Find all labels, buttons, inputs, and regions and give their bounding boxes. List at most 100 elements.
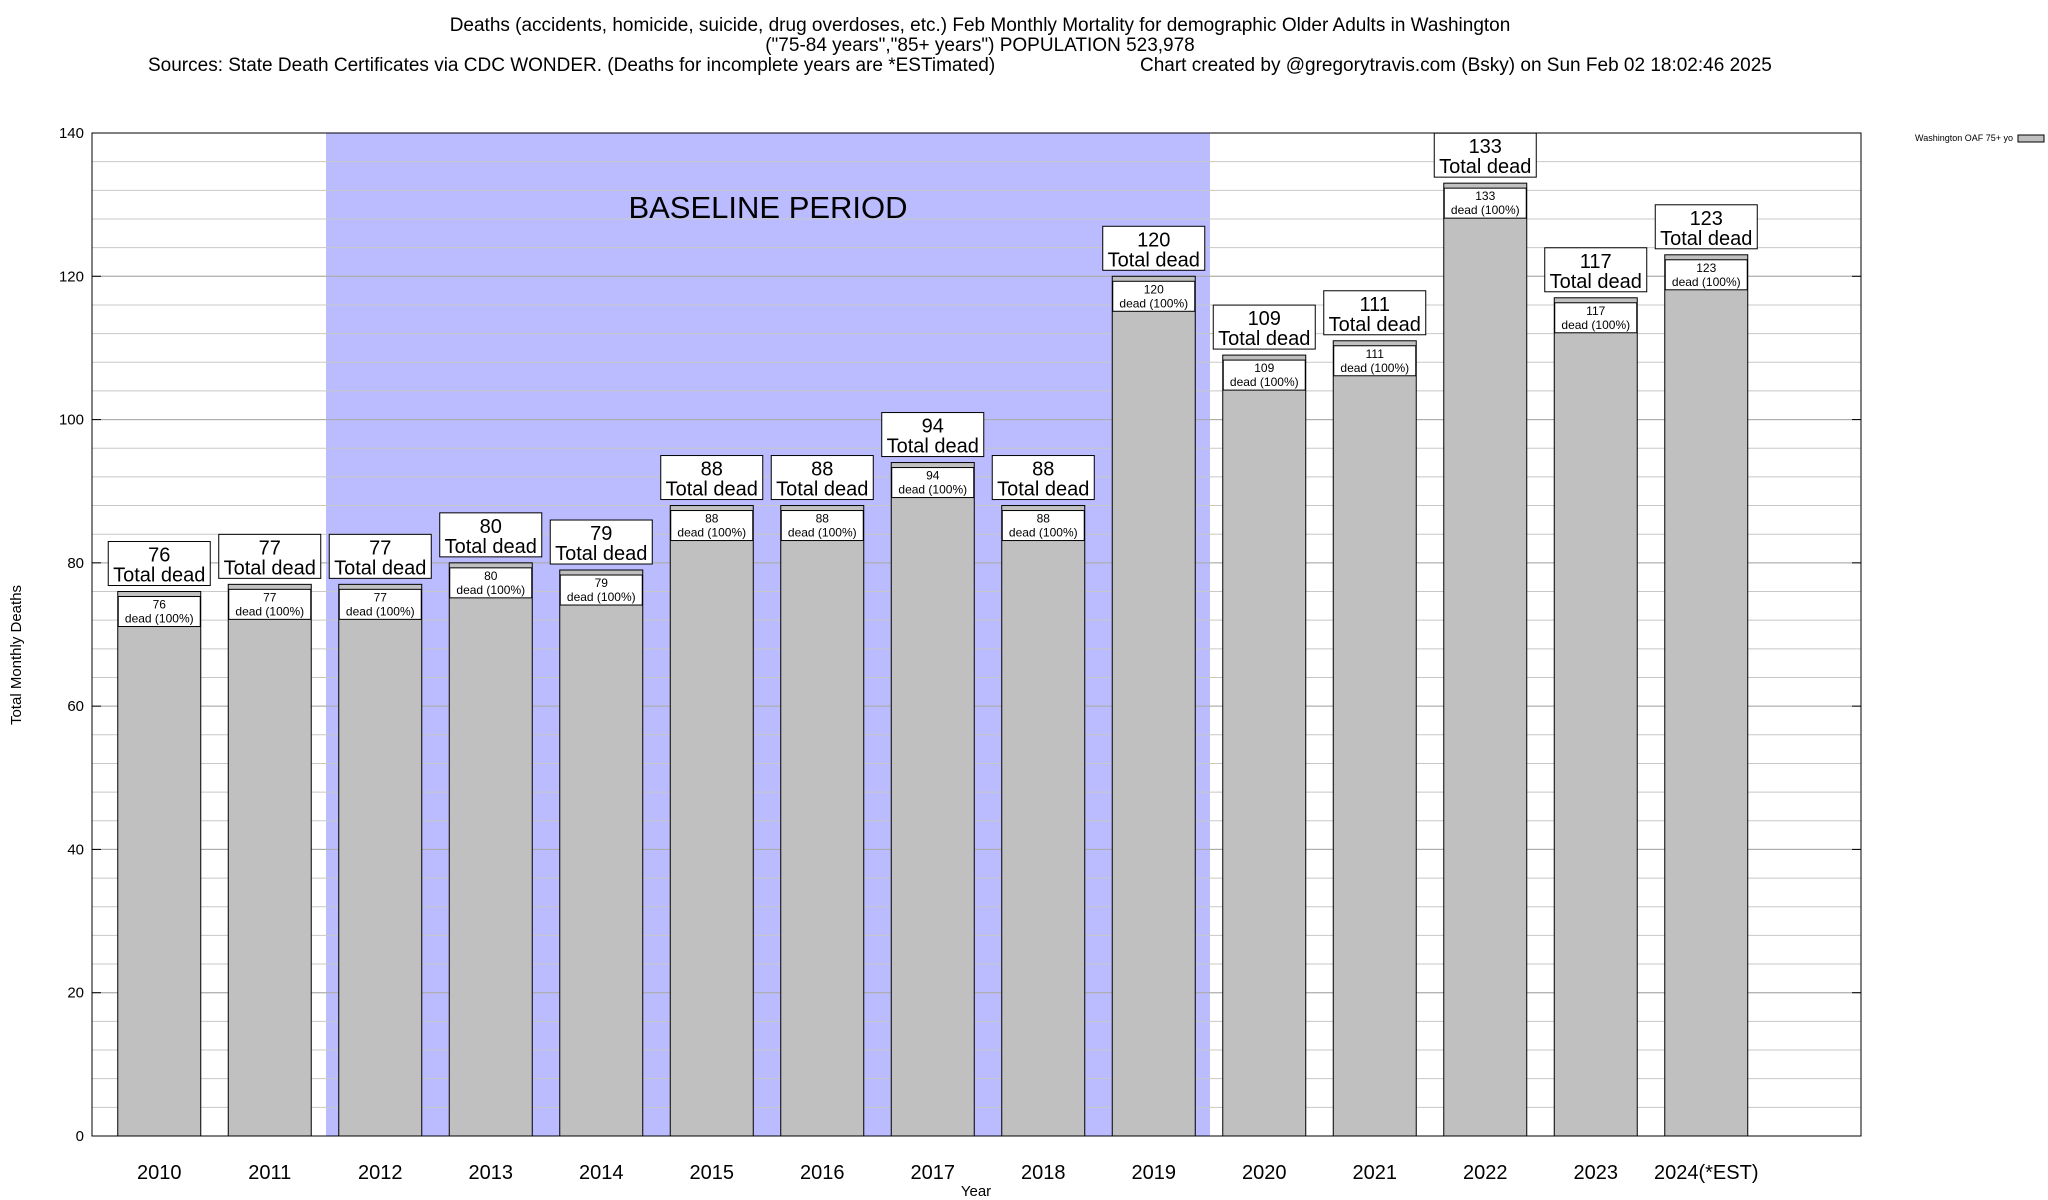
inner-label-box xyxy=(1664,259,1748,291)
inner-label-value: 88 xyxy=(816,512,830,526)
inner-label-box xyxy=(228,588,312,620)
top-label-text: Total dead xyxy=(887,436,979,458)
inner-label-text: dead (100%) xyxy=(456,583,525,597)
inner-label-text: dead (100%) xyxy=(1561,318,1630,332)
inner-label-text: dead (100%) xyxy=(125,612,194,626)
inner-label-text: dead (100%) xyxy=(1340,361,1409,375)
top-label-text: Total dead xyxy=(445,536,537,558)
top-label-value: 80 xyxy=(480,516,502,538)
top-label-value: 76 xyxy=(148,545,170,567)
inner-label-box xyxy=(1222,359,1306,391)
bar xyxy=(1332,340,1417,1137)
inner-label-text: dead (100%) xyxy=(346,604,415,618)
inner-label-text: dead (100%) xyxy=(1672,275,1741,289)
top-label-value: 109 xyxy=(1248,308,1281,330)
bar xyxy=(338,583,423,1137)
inner-label-box xyxy=(559,574,643,606)
inner-label-value: 79 xyxy=(595,576,609,590)
top-label-value: 77 xyxy=(259,537,281,559)
inner-label-text: dead (100%) xyxy=(788,526,857,540)
baseline-label: BASELINE PERIOD xyxy=(628,190,907,225)
y-tick-label: 0 xyxy=(76,1128,84,1145)
y-tick-label: 140 xyxy=(59,125,84,142)
bar xyxy=(1443,182,1528,1137)
top-label-text: Total dead xyxy=(776,479,868,501)
chart-title-line-1: Deaths (accidents, homicide, suicide, dr… xyxy=(450,15,1511,36)
top-label-box xyxy=(1323,290,1427,336)
top-label-box xyxy=(1654,204,1758,250)
top-label-value: 111 xyxy=(1360,294,1390,316)
inner-label-box xyxy=(449,567,533,599)
top-label-text: Total dead xyxy=(555,543,647,565)
top-label-value: 88 xyxy=(811,459,833,481)
top-label-value: 94 xyxy=(922,416,944,438)
inner-label-box xyxy=(117,596,201,628)
x-tick-label: 2011 xyxy=(248,1162,291,1184)
inner-label-text: dead (100%) xyxy=(1119,296,1188,310)
inner-label-text: dead (100%) xyxy=(677,526,746,540)
bar xyxy=(1664,254,1749,1137)
inner-label-box xyxy=(1112,280,1196,312)
x-tick-label: 2019 xyxy=(1132,1162,1177,1184)
top-label-box xyxy=(1544,247,1648,293)
y-tick-label: 80 xyxy=(67,555,84,572)
bar xyxy=(1222,354,1307,1137)
inner-label-value: 109 xyxy=(1254,361,1274,375)
y-tick-label: 40 xyxy=(67,841,84,858)
inner-label-text: dead (100%) xyxy=(898,483,967,497)
x-tick-label: 2014 xyxy=(579,1162,624,1184)
top-label-box xyxy=(107,541,211,587)
inner-label-value: 111 xyxy=(1366,347,1385,361)
x-tick-label: 2016 xyxy=(800,1162,845,1184)
y-tick-label: 120 xyxy=(59,268,84,285)
top-label-box xyxy=(1433,132,1537,178)
top-label-box xyxy=(991,455,1095,501)
inner-label-value: 88 xyxy=(705,512,719,526)
top-label-box xyxy=(1102,225,1206,271)
inner-label-value: 77 xyxy=(263,590,277,604)
y-tick-label: 20 xyxy=(67,985,84,1002)
x-tick-label: 2024(*EST) xyxy=(1654,1162,1759,1184)
top-label-box xyxy=(439,512,543,558)
inner-label-text: dead (100%) xyxy=(1451,203,1520,217)
x-tick-label: 2010 xyxy=(137,1162,182,1184)
bar xyxy=(1111,275,1196,1137)
top-label-value: 133 xyxy=(1469,136,1502,158)
inner-label-box xyxy=(1443,187,1527,219)
bar xyxy=(1001,505,1086,1137)
y-axis-label: Total Monthly Deaths xyxy=(8,585,25,725)
inner-label-value: 80 xyxy=(484,569,498,583)
top-label-box xyxy=(660,455,764,501)
bar xyxy=(117,591,202,1137)
top-label-box xyxy=(328,533,432,579)
inner-label-text: dead (100%) xyxy=(1230,375,1299,389)
x-tick-label: 2021 xyxy=(1353,1162,1398,1184)
bar xyxy=(780,505,865,1137)
top-label-value: 77 xyxy=(369,537,391,559)
top-label-value: 88 xyxy=(1032,459,1054,481)
inner-label-value: 120 xyxy=(1144,282,1164,296)
inner-label-box xyxy=(891,467,975,499)
top-label-text: Total dead xyxy=(334,557,426,579)
legend-label: Washington OAF 75+ yo xyxy=(1915,133,2013,143)
top-label-text: Total dead xyxy=(1329,314,1421,336)
x-tick-label: 2012 xyxy=(358,1162,403,1184)
chart-sources: Sources: State Death Certificates via CD… xyxy=(148,55,995,76)
top-label-box xyxy=(218,533,322,579)
bar xyxy=(559,569,644,1137)
inner-label-value: 117 xyxy=(1586,304,1605,318)
chart-credit: Chart created by @gregorytravis.com (Bsk… xyxy=(1140,55,1772,76)
inner-label-text: dead (100%) xyxy=(567,590,636,604)
bar xyxy=(448,562,533,1137)
top-label-value: 88 xyxy=(701,459,723,481)
inner-label-box xyxy=(670,510,754,542)
top-label-text: Total dead xyxy=(1550,271,1642,293)
bar xyxy=(1553,297,1638,1137)
x-tick-label: 2022 xyxy=(1463,1162,1508,1184)
bar xyxy=(669,505,754,1137)
top-label-value: 123 xyxy=(1690,208,1723,230)
top-label-text: Total dead xyxy=(224,557,316,579)
top-label-text: Total dead xyxy=(113,565,205,587)
top-label-text: Total dead xyxy=(666,479,758,501)
inner-label-text: dead (100%) xyxy=(1009,526,1078,540)
